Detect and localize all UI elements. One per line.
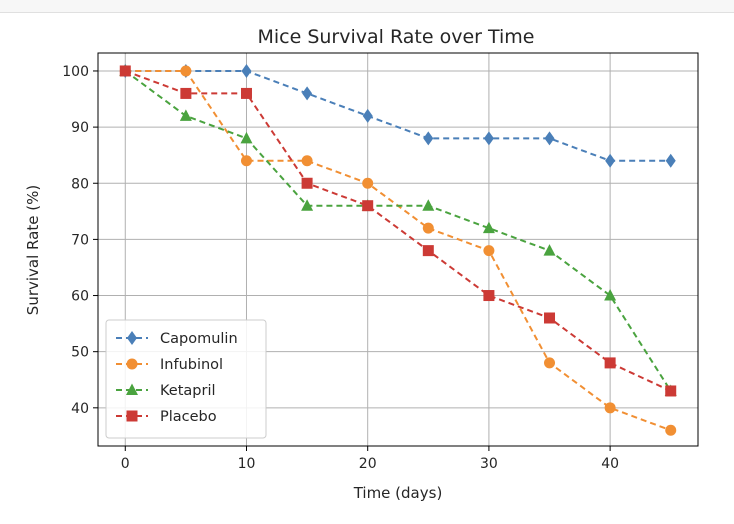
data-point-capomulin [544,131,555,146]
series-layer [119,63,677,436]
data-point-placebo [180,87,192,99]
data-point-infubinol [544,357,556,369]
x-tick-label: 30 [480,456,498,472]
data-point-placebo [544,312,556,324]
data-point-placebo [483,290,495,302]
data-point-infubinol [180,65,192,77]
y-tick-label: 70 [71,232,89,248]
data-point-capomulin [605,153,616,168]
legend-label-infubinol: Infubinol [160,357,223,373]
series-capomulin [120,63,676,168]
legend-marker-placebo [126,410,138,422]
data-point-ketapril [179,109,192,121]
data-point-ketapril [482,221,495,234]
y-tick-label: 50 [71,345,89,361]
data-point-capomulin [302,86,313,101]
legend-marker-capomulin [127,331,137,345]
data-point-ketapril [301,199,314,211]
legend-label-capomulin: Capomulin [160,331,238,347]
data-point-capomulin [483,131,494,146]
data-point-infubinol [422,222,434,234]
chart-title: Mice Survival Rate over Time [257,26,534,48]
y-axis-label: Survival Rate (%) [24,185,42,315]
y-tick-label: 60 [71,289,89,305]
series-line-capomulin [125,69,671,162]
y-tick-label: 40 [71,401,89,417]
data-point-placebo [422,245,434,257]
top-bar [0,0,734,13]
data-point-infubinol [301,155,313,167]
data-point-capomulin [241,63,252,78]
data-point-ketapril [543,244,556,256]
x-axis-label: Time (days) [353,484,443,502]
data-point-placebo [240,87,252,99]
plot-frame [97,52,699,447]
series-placebo [119,65,677,397]
x-tick-label: 40 [601,456,619,472]
data-point-infubinol [665,424,677,436]
data-point-capomulin [423,131,434,146]
data-point-infubinol [362,177,374,189]
data-point-placebo [604,357,616,369]
legend-marker-infubinol [126,358,138,370]
data-point-ketapril [240,131,253,144]
legend-box [105,319,267,439]
data-point-placebo [119,65,131,77]
data-point-ketapril [422,199,435,211]
data-point-placebo [362,200,374,212]
data-point-infubinol [604,402,616,414]
x-tick-label: 10 [238,456,256,472]
y-tick-label: 100 [62,64,89,80]
series-line-ketapril [124,70,672,392]
data-point-ketapril [604,289,617,301]
legend-label-placebo: Placebo [160,409,217,425]
data-point-infubinol [483,245,495,257]
y-tick-label: 90 [71,120,89,136]
data-point-capomulin [665,153,676,168]
ticks: 0 10 20 30 40 40 50 60 70 80 90 100 [62,64,619,472]
legend-label-ketapril: Ketapril [160,383,216,399]
y-tick-label: 80 [71,176,89,192]
series-line-placebo [124,70,672,392]
data-point-placebo [665,385,677,397]
data-point-infubinol [240,155,252,167]
x-tick-label: 20 [359,456,377,472]
x-tick-label: 0 [121,456,130,472]
data-point-placebo [301,177,313,189]
legend-marker-ketapril [126,383,138,395]
data-point-capomulin [362,108,373,123]
legend: Capomulin Infubinol Ketapril Placebo [105,319,267,439]
